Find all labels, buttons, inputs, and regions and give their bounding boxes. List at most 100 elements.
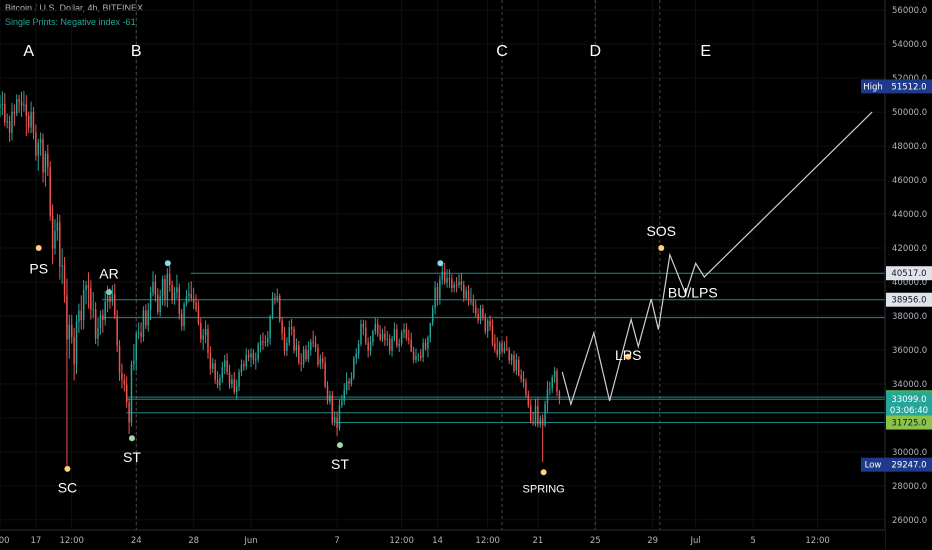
candle-body: [180, 313, 183, 327]
time-tick: 24: [131, 536, 142, 546]
event-marker: [128, 435, 135, 442]
candle-body: [183, 303, 185, 327]
candle-body: [128, 402, 130, 423]
event-marker: [64, 465, 71, 472]
candle-body: [221, 367, 224, 379]
candle-body: [278, 296, 281, 321]
candle-body: [465, 290, 467, 299]
candle-body: [73, 336, 75, 365]
price-tick: 48000.0: [892, 142, 927, 152]
candle-body: [520, 375, 522, 379]
candle-body: [269, 316, 271, 339]
candle-body: [360, 323, 362, 344]
candle-body: [137, 332, 140, 334]
candle-body: [429, 323, 432, 338]
candle-body: [503, 348, 506, 352]
candle-body: [283, 333, 286, 351]
time-tick: 12:00: [805, 536, 830, 546]
candle-body: [178, 287, 181, 314]
candle-body: [219, 378, 221, 386]
candle-body: [532, 421, 534, 424]
candle-body: [467, 290, 470, 301]
candle-body: [118, 345, 121, 373]
candle-body: [331, 395, 334, 423]
candle-body: [243, 364, 245, 367]
candle-body: [441, 271, 444, 280]
price-tick: 56000.0: [892, 6, 927, 16]
candle-body: [489, 320, 491, 327]
candle-body: [415, 356, 417, 360]
price-tick: 28000.0: [892, 482, 927, 492]
candle-body: [374, 324, 377, 332]
event-label: BU/LPS: [668, 284, 718, 300]
candle-body: [262, 341, 264, 343]
event-marker: [625, 353, 632, 360]
candle-body: [159, 296, 161, 312]
candle-body: [405, 329, 408, 339]
candle-body: [102, 315, 104, 320]
candle-body: [23, 104, 25, 106]
price-tick: 34000.0: [892, 380, 927, 390]
candle-body: [90, 288, 92, 310]
symbol-title: Bitcoin / U.S. Dollar, 4h, BITFINEX: [5, 3, 144, 13]
candle-body: [355, 353, 357, 359]
candle-body: [185, 296, 188, 304]
candle-body: [295, 345, 298, 351]
event-marker: [658, 245, 665, 252]
candle-body: [271, 297, 274, 317]
phase-label: B: [131, 43, 142, 60]
candle-body: [549, 388, 551, 390]
time-tick: 5: [750, 536, 755, 546]
candle-body: [231, 379, 233, 384]
candle-body: [68, 324, 71, 340]
candle-body: [47, 153, 49, 168]
candle-body: [343, 390, 345, 401]
event-label: AR: [99, 266, 118, 282]
candle-body: [286, 342, 288, 351]
candle-body: [6, 121, 8, 123]
candle-body: [238, 372, 240, 387]
candle-body: [317, 347, 319, 365]
phase-separators: [135, 0, 661, 530]
candle-body: [87, 285, 90, 289]
candle-body: [0, 104, 1, 108]
candle-body: [247, 354, 250, 358]
candle-body: [367, 342, 369, 351]
candle-body: [192, 298, 195, 303]
time-tick: 21: [532, 536, 543, 546]
candle-body: [324, 362, 326, 387]
candle-body: [54, 231, 56, 249]
price-label-value: 51512.0: [891, 82, 926, 92]
candle-body: [525, 382, 527, 395]
candle-body: [82, 289, 85, 321]
event-marker: [437, 260, 444, 267]
candle-body: [513, 354, 515, 371]
candle-body: [59, 222, 61, 267]
candle-body: [250, 353, 252, 358]
candle-body: [49, 167, 51, 216]
phase-label: D: [589, 43, 601, 60]
candle-body: [228, 372, 231, 384]
price-label-value: 29247.0: [891, 461, 926, 471]
events: PS SC AR ST ST SPRING LPS SOS BU/LPS: [29, 223, 717, 496]
candle-body: [293, 328, 295, 351]
candle-body: [142, 310, 145, 338]
event-label: ST: [331, 456, 349, 472]
price-tick: 36000.0: [892, 346, 927, 356]
candle-body: [267, 338, 269, 343]
candle-body: [410, 339, 412, 352]
candle-body: [539, 418, 542, 425]
candle-body: [240, 364, 243, 373]
candle-body: [381, 334, 384, 340]
time-axis-bg: [0, 530, 885, 550]
event-marker: [540, 469, 547, 476]
candle-body: [522, 378, 525, 383]
candle-body: [290, 327, 293, 329]
candle-body: [44, 153, 47, 173]
candle-body: [408, 338, 410, 340]
candle-body: [212, 363, 214, 369]
price-tick: 26000.0: [892, 516, 927, 526]
candle-body: [470, 300, 472, 302]
candle-body: [42, 139, 44, 173]
